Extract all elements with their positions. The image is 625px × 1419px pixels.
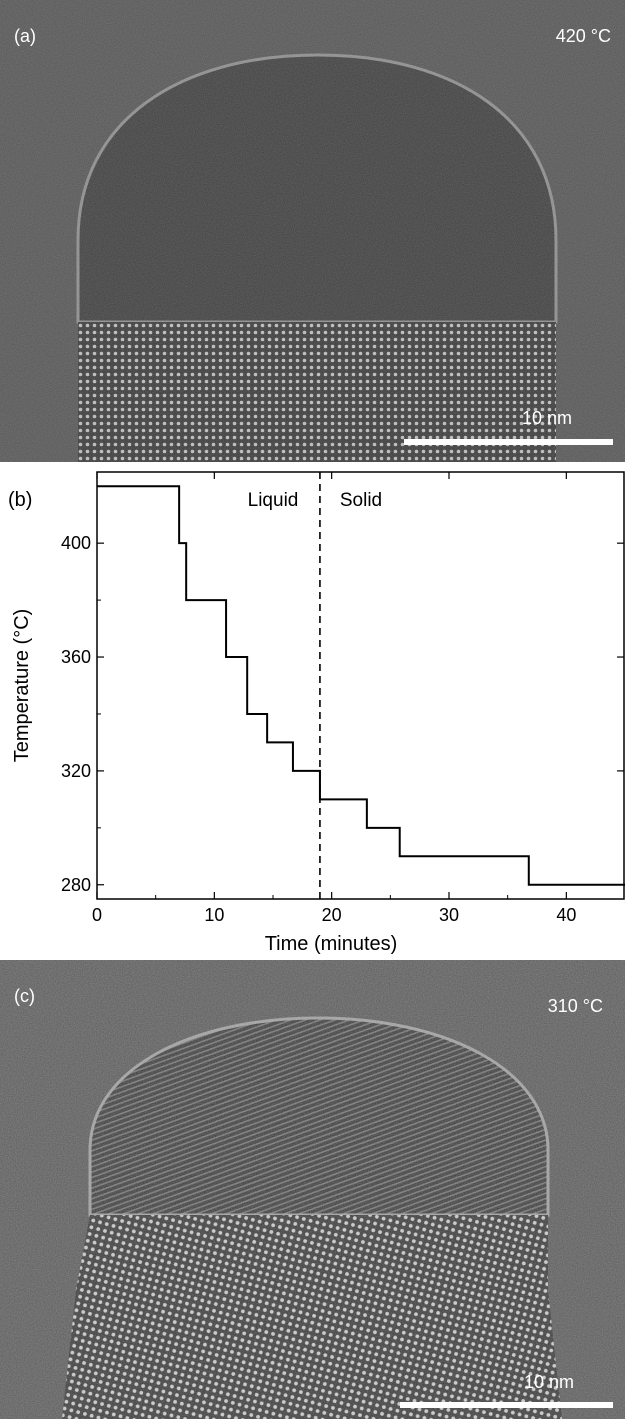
plot-area-border bbox=[96, 471, 625, 900]
scale-bar-label-a: 10 nm bbox=[522, 408, 573, 428]
tem-image-c bbox=[0, 960, 625, 1419]
x-tick-label: 20 bbox=[322, 905, 342, 925]
temperature-label-a: 420 °C bbox=[555, 26, 611, 46]
tem-image-panel-a: (a) 420 °C 10 nm bbox=[0, 0, 625, 462]
y-tick-label: 400 bbox=[61, 533, 91, 553]
scale-bar-c bbox=[400, 1402, 613, 1408]
temperature-series bbox=[97, 485, 625, 886]
y-axis-label: Temperature (°C) bbox=[11, 609, 33, 763]
x-tick-label: 10 bbox=[204, 905, 224, 925]
annotation-label: Liquid bbox=[248, 490, 299, 511]
y-tick-label: 360 bbox=[61, 647, 91, 667]
temperature-line bbox=[97, 485, 625, 886]
tick-labels: 0 10 20 30 40 280 320 360 400 bbox=[61, 533, 576, 925]
panel-label-b: (b) bbox=[8, 489, 32, 511]
temperature-time-chart: (b) 0 10 20 30 40 280 320 360 400 Liquid Solid Ti… bbox=[8, 471, 625, 955]
annotations: Liquid Solid bbox=[248, 490, 382, 511]
tem-image-a bbox=[0, 0, 625, 462]
panel-label-a: (a) bbox=[14, 26, 36, 46]
x-tick-label: 40 bbox=[556, 905, 576, 925]
scale-bar-a bbox=[404, 439, 613, 445]
axis-ticks bbox=[96, 472, 624, 899]
x-axis-label: Time (minutes) bbox=[265, 933, 398, 955]
chart-panel-b: (b) 0 10 20 30 40 280 320 360 400 Liquid Solid Ti… bbox=[0, 462, 625, 960]
tem-image-panel-c: (c) 310 °C 10 nm bbox=[0, 960, 625, 1419]
y-tick-label: 280 bbox=[61, 875, 91, 895]
y-tick-label: 320 bbox=[61, 761, 91, 781]
plot-frame bbox=[96, 471, 625, 900]
panel-label-c: (c) bbox=[14, 986, 35, 1006]
x-tick-label: 30 bbox=[439, 905, 459, 925]
scale-bar-label-c: 10 nm bbox=[524, 1372, 575, 1392]
temperature-label-c: 310 °C bbox=[547, 996, 603, 1016]
annotation-label: Solid bbox=[340, 490, 382, 511]
x-tick-label: 0 bbox=[92, 905, 102, 925]
